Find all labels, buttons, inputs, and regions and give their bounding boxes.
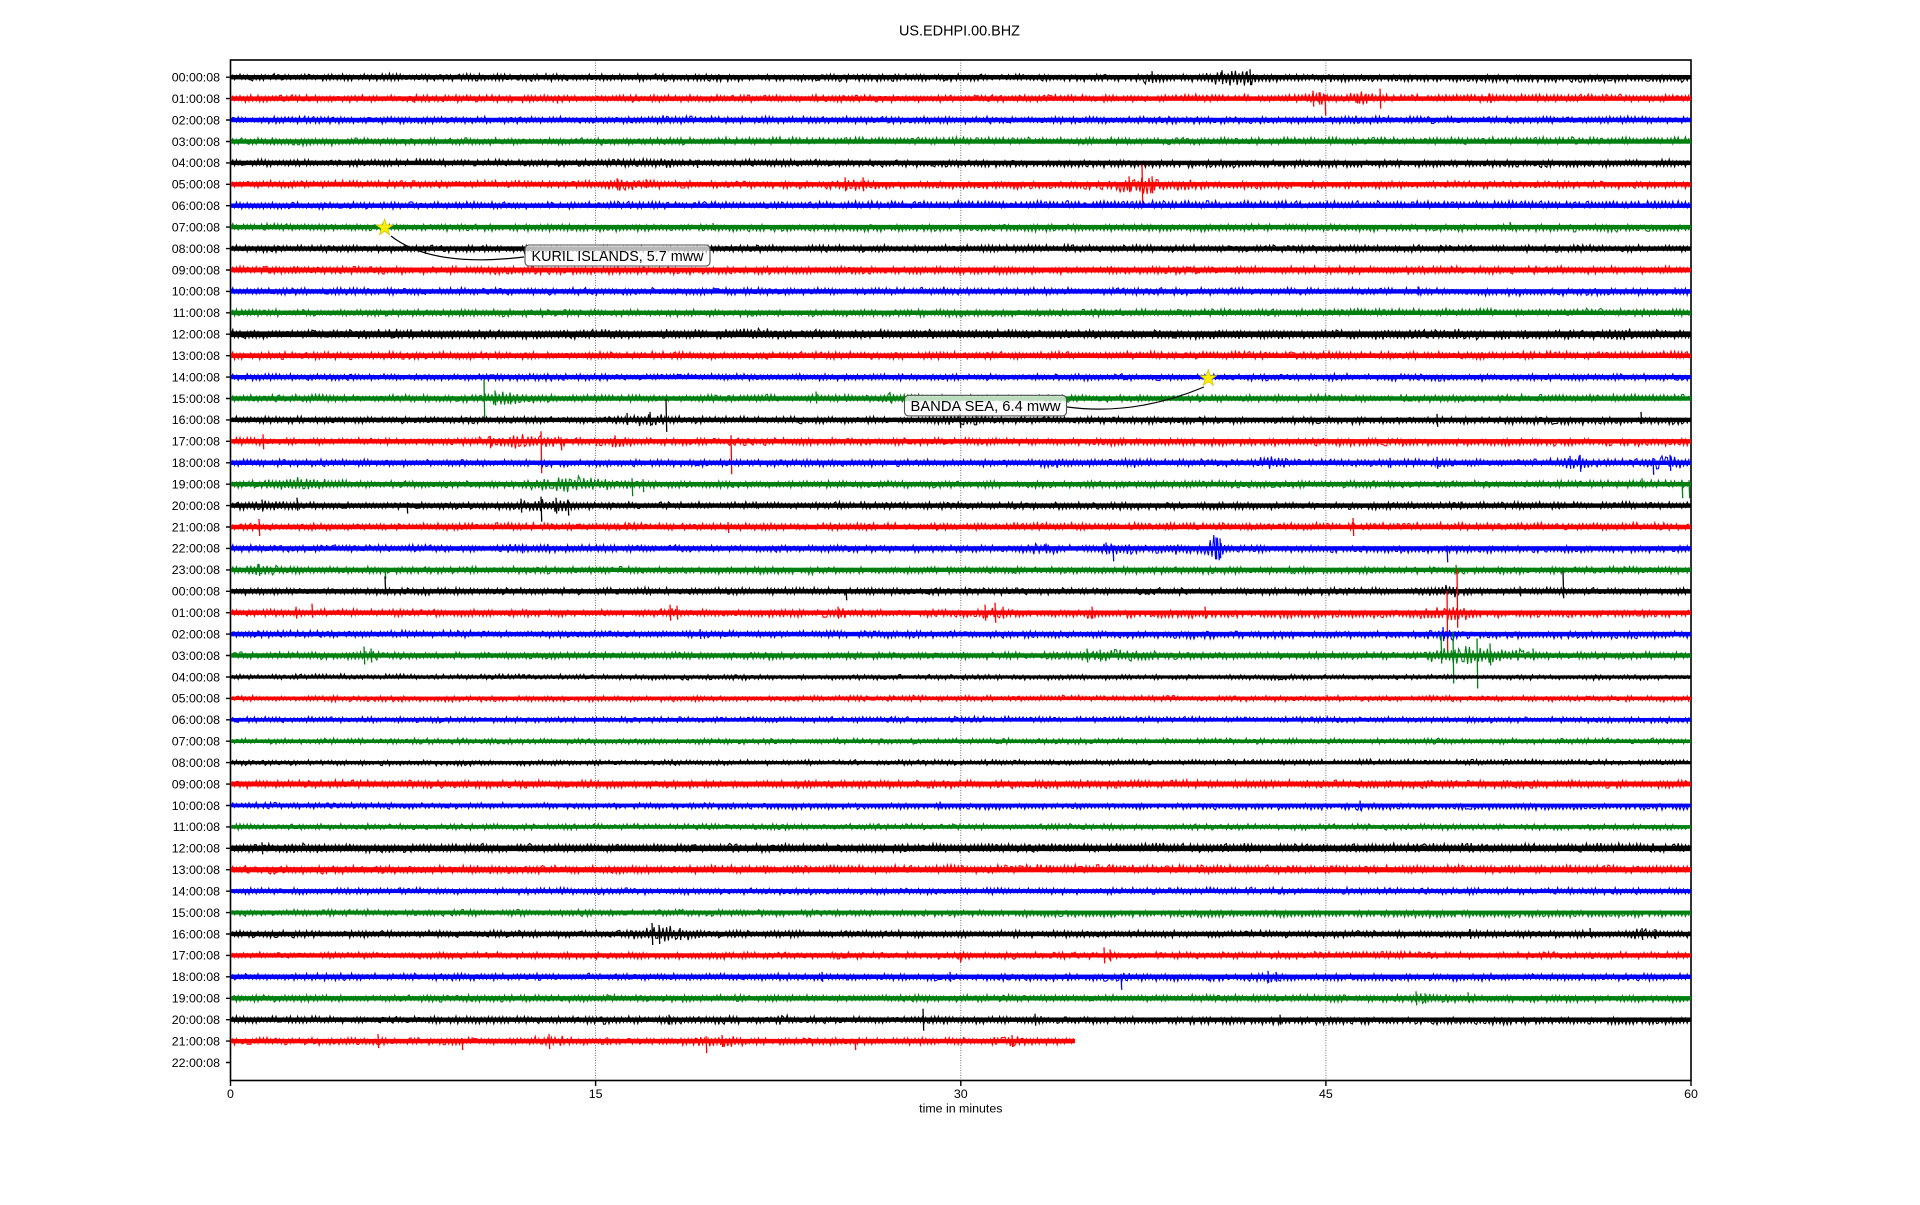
svg-text:23:00:08: 23:00:08: [172, 563, 220, 577]
svg-text:18:00:08: 18:00:08: [172, 970, 220, 984]
svg-text:04:00:08: 04:00:08: [172, 156, 220, 170]
svg-text:22:00:08: 22:00:08: [172, 1056, 220, 1070]
svg-text:17:00:08: 17:00:08: [172, 435, 220, 449]
svg-text:45: 45: [1319, 1087, 1333, 1101]
svg-text:0: 0: [227, 1087, 234, 1101]
svg-text:06:00:08: 06:00:08: [172, 713, 220, 727]
svg-text:14:00:08: 14:00:08: [172, 885, 220, 899]
svg-text:05:00:08: 05:00:08: [172, 178, 220, 192]
svg-text:16:00:08: 16:00:08: [172, 927, 220, 941]
svg-text:21:00:08: 21:00:08: [172, 520, 220, 534]
svg-text:22:00:08: 22:00:08: [172, 542, 220, 556]
svg-text:13:00:08: 13:00:08: [172, 863, 220, 877]
svg-text:07:00:08: 07:00:08: [172, 220, 220, 234]
svg-text:12:00:08: 12:00:08: [172, 842, 220, 856]
svg-text:13:00:08: 13:00:08: [172, 349, 220, 363]
svg-text:19:00:08: 19:00:08: [172, 478, 220, 492]
svg-text:time in minutes: time in minutes: [919, 1102, 1002, 1116]
svg-text:09:00:08: 09:00:08: [172, 263, 220, 277]
svg-text:03:00:08: 03:00:08: [172, 135, 220, 149]
svg-text:08:00:08: 08:00:08: [172, 756, 220, 770]
svg-text:11:00:08: 11:00:08: [173, 306, 220, 320]
svg-text:02:00:08: 02:00:08: [172, 627, 220, 641]
svg-text:01:00:08: 01:00:08: [172, 606, 220, 620]
svg-text:16:00:08: 16:00:08: [172, 413, 220, 427]
svg-text:06:00:08: 06:00:08: [172, 199, 220, 213]
svg-text:01:00:08: 01:00:08: [172, 92, 220, 106]
svg-text:15: 15: [589, 1087, 603, 1101]
svg-text:20:00:08: 20:00:08: [172, 499, 220, 513]
svg-text:09:00:08: 09:00:08: [172, 777, 220, 791]
svg-text:10:00:08: 10:00:08: [172, 285, 220, 299]
svg-text:02:00:08: 02:00:08: [172, 113, 220, 127]
svg-text:BANDA SEA, 6.4 mww: BANDA SEA, 6.4 mww: [911, 399, 1062, 415]
svg-text:60: 60: [1684, 1087, 1698, 1101]
svg-text:12:00:08: 12:00:08: [172, 328, 220, 342]
svg-text:05:00:08: 05:00:08: [172, 692, 220, 706]
svg-text:15:00:08: 15:00:08: [172, 906, 220, 920]
svg-text:21:00:08: 21:00:08: [172, 1034, 220, 1048]
svg-text:19:00:08: 19:00:08: [172, 992, 220, 1006]
svg-text:07:00:08: 07:00:08: [172, 735, 220, 749]
svg-text:00:00:08: 00:00:08: [172, 585, 220, 599]
svg-text:10:00:08: 10:00:08: [172, 799, 220, 813]
svg-text:KURIL ISLANDS, 5.7 mww: KURIL ISLANDS, 5.7 mww: [532, 249, 705, 265]
svg-text:30: 30: [954, 1087, 968, 1101]
svg-text:15:00:08: 15:00:08: [172, 392, 220, 406]
svg-text:04:00:08: 04:00:08: [172, 670, 220, 684]
svg-text:03:00:08: 03:00:08: [172, 649, 220, 663]
svg-text:08:00:08: 08:00:08: [172, 242, 220, 256]
svg-text:20:00:08: 20:00:08: [172, 1013, 220, 1027]
svg-text:11:00:08: 11:00:08: [173, 820, 220, 834]
svg-text:17:00:08: 17:00:08: [172, 949, 220, 963]
svg-text:00:00:08: 00:00:08: [172, 71, 220, 85]
svg-text:18:00:08: 18:00:08: [172, 456, 220, 470]
svg-text:US.EDHPI.00.BHZ: US.EDHPI.00.BHZ: [899, 23, 1020, 40]
svg-text:14:00:08: 14:00:08: [172, 370, 220, 384]
